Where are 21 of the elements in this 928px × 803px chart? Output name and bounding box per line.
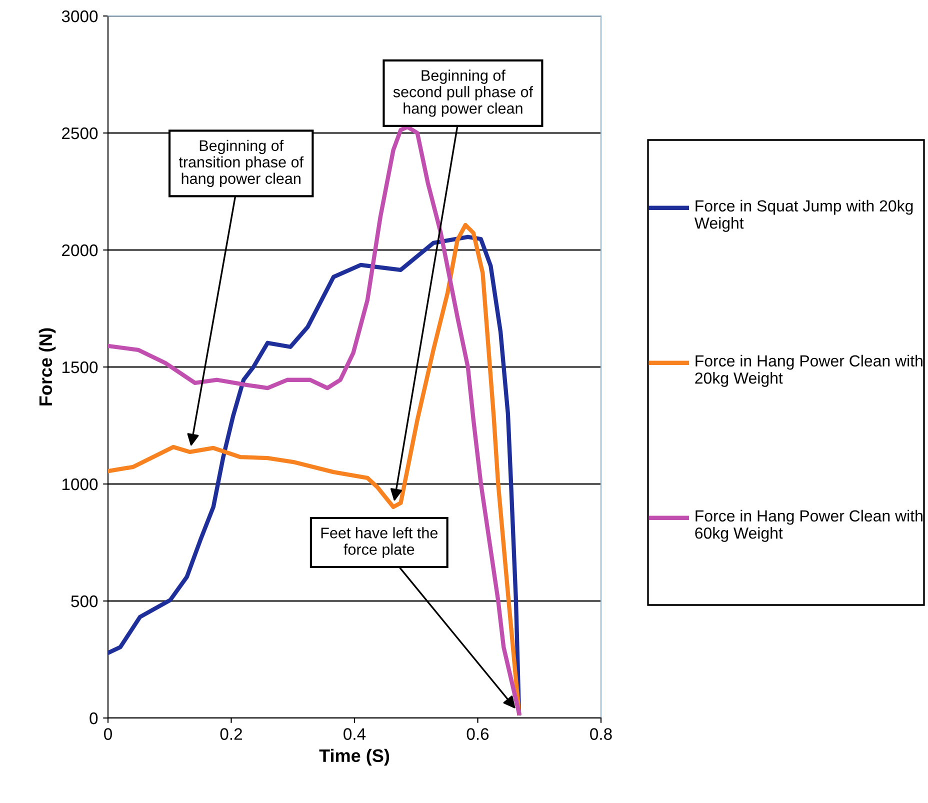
x-tick-label: 0.4 [344,728,366,740]
legend-label: Force in Hang Power Clean with 60kg Weight [695,510,922,542]
annotation: Beginning of transition phase of hang power clean [178,140,304,187]
annotation: Feet have left the force plate [321,527,438,558]
x-tick-label: 0 [104,728,112,740]
y-tick-label: 0 [90,712,98,724]
legend-label: Force in Squat Jump with 20kg Weight [694,200,913,232]
x-tick-label: 0.2 [220,728,242,740]
x-tick-label: 0.8 [590,728,612,740]
y-tick-label: 2000 [62,244,98,256]
legend-label: Force in Hang Power Clean with 20kg Weight [695,354,922,387]
line-series [108,124,522,716]
y-tick-label: 500 [71,595,98,608]
y-tick-label: 2500 [62,127,98,140]
annotation: Beginning of second pull phase of hang power clean [393,70,534,117]
y-tick-label: 3000 [62,10,98,22]
y-tick-label: 1000 [62,478,98,490]
x-axis-title: Time (S) [319,748,390,766]
y-axis-title: Force (N) [38,328,56,406]
y-tick-label: 1500 [62,361,98,374]
x-tick-label: 0.6 [466,728,489,740]
